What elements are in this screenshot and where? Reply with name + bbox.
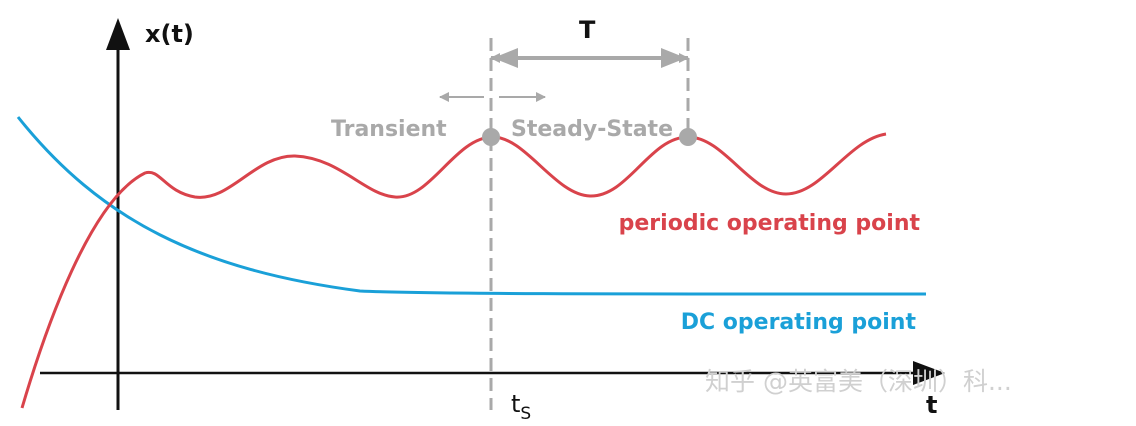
steady-state-label: Steady-State [511,117,673,142]
y-axis-label: x(t) [145,20,194,48]
period-arrowhead-right [661,48,686,68]
steady-state-start-marker [482,128,500,146]
period-end-marker [679,128,697,146]
x-axis-arrowhead [913,361,945,385]
ts-label: tS [511,390,531,424]
periodic-operating-point-curve [20,132,887,409]
transient-label: Transient [331,117,447,142]
period-arrowhead-left [493,48,518,68]
period-label: T [579,16,596,44]
y-axis-arrowhead [106,18,130,50]
x-axis-label: t [926,391,937,419]
dc-curve-label: DC operating point [681,310,917,335]
watermark-text: 知乎 @英富美（深圳）科... [705,367,1012,396]
periodic-curve-label: periodic operating point [619,211,921,236]
